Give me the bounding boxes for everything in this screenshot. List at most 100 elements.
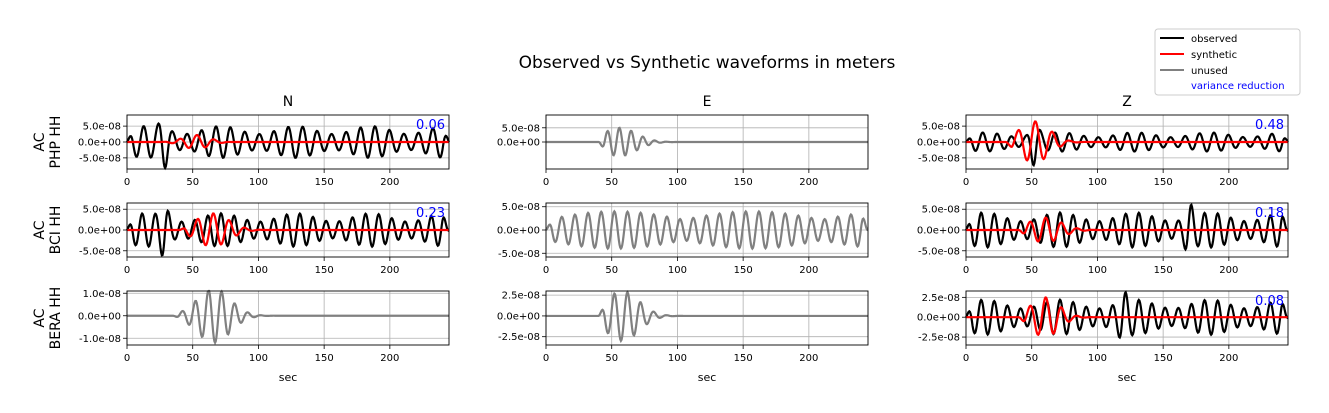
x-tick-label: 0 [963,353,969,364]
panel-frame [545,290,869,346]
y-tick-label: 0.0e+00 [497,138,540,149]
y-tick-label: 0.0e+00 [497,311,540,322]
observed-trace [965,202,1289,252]
y-tick-label: -2.5e-08 [498,332,540,343]
x-tick-label: 100 [249,177,268,188]
x-axis-label: sec [1118,371,1137,384]
y-tick-label: 2.5e-08 [922,293,960,304]
x-tick-label: 200 [380,177,399,188]
y-tick-label: 0.0e+00 [497,226,540,237]
y-tick-label: -5.0e-08 [918,246,960,257]
x-tick-label: 150 [315,265,334,276]
y-tick-label: 5.0e-08 [922,205,960,216]
x-tick-label: 150 [734,265,753,276]
x-tick-label: 150 [1154,265,1173,276]
x-tick-label: 0 [543,353,549,364]
y-tick-label: 1.0e-08 [83,289,121,300]
row-label: AC [32,220,48,239]
x-tick-label: 100 [668,265,687,276]
panel-e-2: 0 50 100 150 200 5.0e-08 0.0e+00 -5.0e-08 [497,202,869,276]
panel-frame [965,114,1289,170]
row-label: AC [32,132,48,151]
x-tick-label: 100 [249,353,268,364]
observed-trace [126,209,450,257]
y-tick-label: 5.0e-08 [502,123,540,134]
synthetic-trace [966,296,1288,337]
variance-reduction-value: 0.18 [1255,206,1284,221]
x-tick-label: 100 [1088,353,1107,364]
x-tick-label: 150 [734,177,753,188]
unused-trace [546,289,868,344]
unused-trace [127,289,449,346]
y-tick-label: 5.0e-08 [83,205,121,216]
x-tick-label: 100 [668,177,687,188]
x-tick-label: 0 [543,177,549,188]
x-tick-label: 0 [124,353,130,364]
legend-observed-label: observed [1191,34,1237,45]
x-tick-label: 0 [124,265,130,276]
x-tick-label: 50 [605,177,618,188]
x-tick-label: 150 [1154,353,1173,364]
legend-synthetic-label: synthetic [1191,50,1237,61]
legend-frame [1154,28,1301,96]
panel-frame [126,202,450,258]
y-tick-label: 0.0e+00 [917,226,960,237]
y-tick-label: 0.0e+00 [78,311,121,322]
panel-e-3: 0 50 100 150 200 2.5e-08 0.0e+00 -2.5e-08 [497,289,869,364]
x-tick-label: 0 [963,265,969,276]
y-tick-label: 0.0e+00 [78,226,121,237]
x-tick-label: 0 [963,177,969,188]
panel-frame [965,202,1289,258]
y-tick-label: -5.0e-08 [498,249,540,260]
row-label: PHP HH [48,116,64,169]
x-tick-label: 200 [380,353,399,364]
figure-title: Observed vs Synthetic waveforms in meter… [519,53,896,73]
observed-trace [126,121,450,171]
synthetic-trace [127,133,449,150]
x-axis-label: sec [698,371,717,384]
panel-frame [965,290,1289,346]
x-tick-label: 0 [543,265,549,276]
x-tick-label: 200 [1219,265,1238,276]
panel-grid: AC PHP HH0 50 100 150 2005.0e-080.0e+00-5.0e-… [32,114,1289,384]
y-tick-label: -2.5e-08 [918,333,960,344]
y-tick-label: 0.0e+00 [78,138,121,149]
x-tick-label: 50 [186,353,199,364]
x-tick-label: 200 [799,353,818,364]
unused-trace [545,209,869,251]
row-label: BERA HH [48,287,64,350]
x-axis-label: sec [279,371,298,384]
x-tick-label: 0 [124,177,130,188]
x-tick-label: 200 [1219,177,1238,188]
y-tick-label: -5.0e-08 [79,246,121,257]
panel-z-2: 0 50 100 150 200 5.0e-08 0.0e+00 -5.0e-08 0.18 [917,202,1289,276]
x-tick-label: 50 [605,265,618,276]
x-tick-label: 100 [1088,177,1107,188]
legend-unused-label: unused [1191,66,1228,77]
variance-reduction-value: 0.08 [1255,294,1284,309]
column-title-z: Z [1122,94,1132,110]
column-titles: N E Z [283,94,1132,110]
x-tick-label: 200 [380,265,399,276]
x-tick-label: 50 [1025,353,1038,364]
y-tick-label: 5.0e-08 [502,202,540,213]
row-label: BCI HH [48,206,64,255]
synthetic-trace [966,216,1288,243]
panel-z-3: 0 50 100 150 200 2.5e-08 0.0e+00 -2.5e-08 0.08 [917,290,1289,364]
x-tick-label: 150 [734,353,753,364]
x-tick-label: 150 [1154,177,1173,188]
x-tick-label: 50 [1025,265,1038,276]
y-tick-label: -5.0e-08 [79,153,121,164]
panel-z-1: 0 50 100 150 200 5.0e-08 0.0e+00 -5.0e-08 0.48 [917,114,1289,188]
panel-n-1: 0 50 100 150 200 5.0e-08 0.0e+00 -5.0e-08 0.06 [78,114,450,188]
x-tick-label: 150 [315,353,334,364]
x-tick-label: 100 [668,353,687,364]
panel-n-3: 0 50 100 150 200 1.0e-08 0.0e+00 -1.0e-08 [78,289,450,364]
x-tick-label: 100 [1088,265,1107,276]
column-title-n: N [283,94,293,110]
x-tick-label: 200 [799,265,818,276]
observed-trace [965,290,1289,340]
x-tick-label: 200 [799,177,818,188]
x-tick-label: 50 [605,353,618,364]
x-tick-label: 100 [249,265,268,276]
